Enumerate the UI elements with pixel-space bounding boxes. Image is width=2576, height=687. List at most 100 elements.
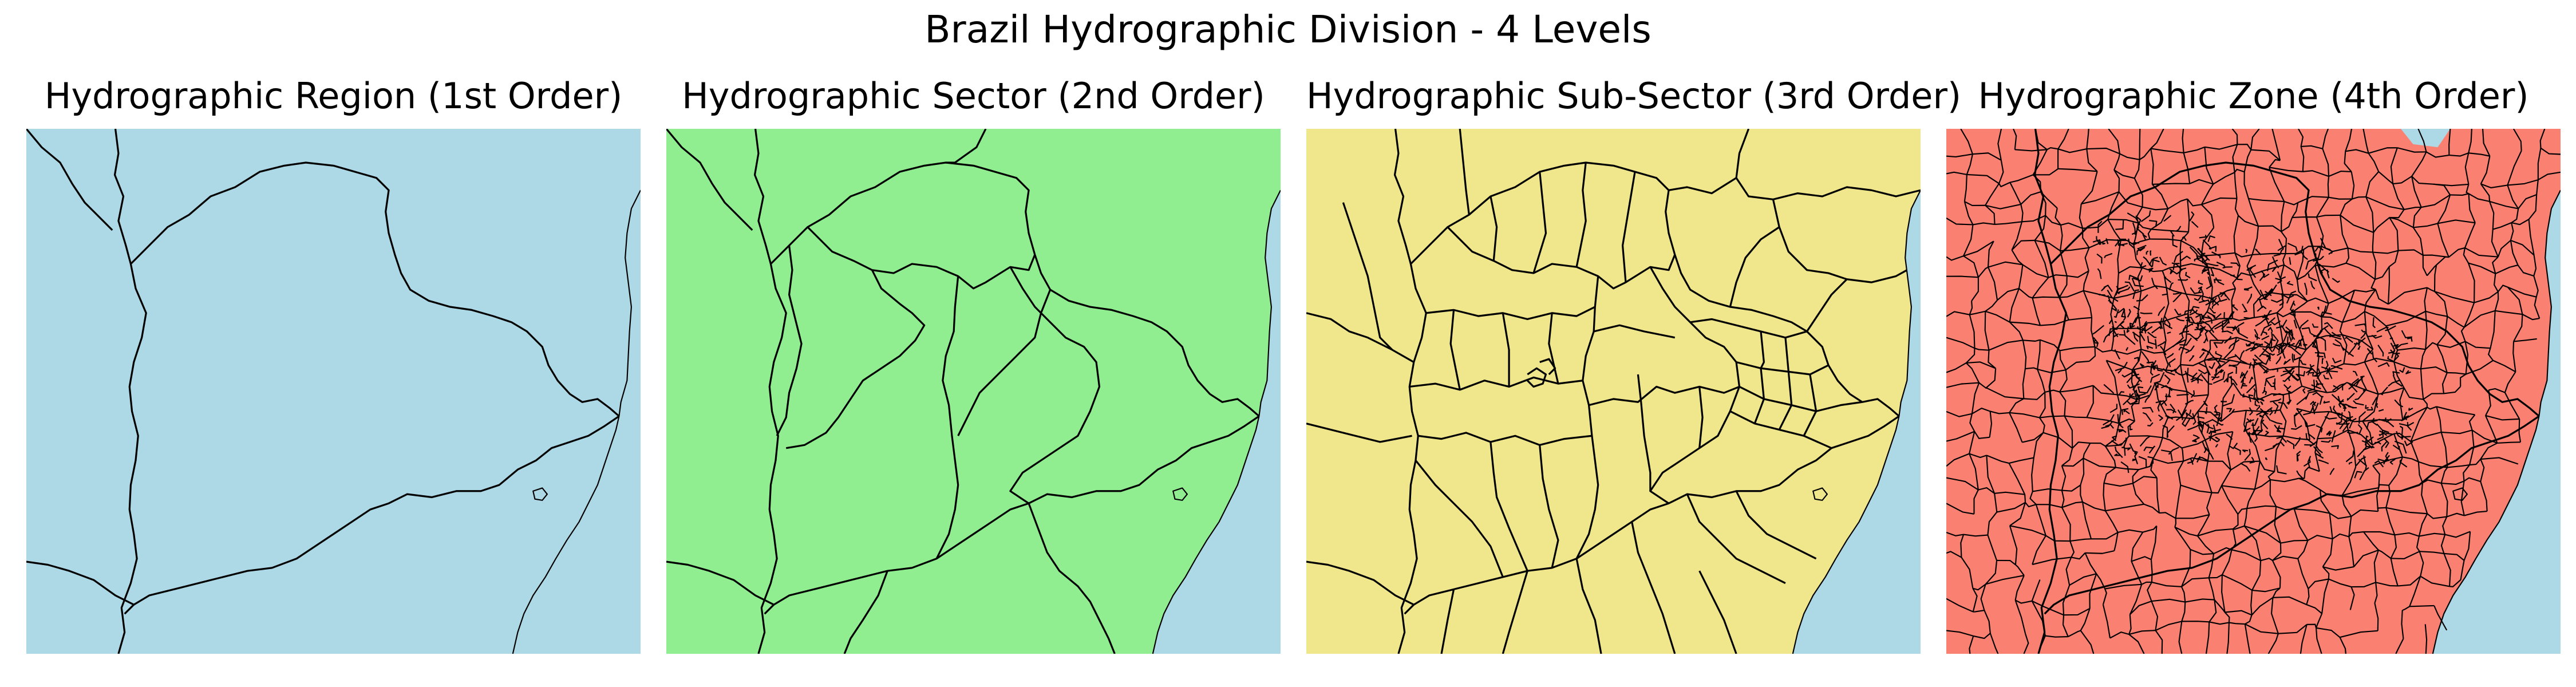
zone-boundary-segment: [2358, 459, 2367, 471]
zone-boundary-segment: [2190, 287, 2202, 294]
zone-boundary-segment: [2410, 406, 2428, 442]
zone-boundary-segment: [2401, 436, 2411, 440]
zone-boundary-segment: [2280, 341, 2291, 353]
zone-boundary-segment: [2285, 248, 2304, 255]
zone-boundary-segment: [2507, 179, 2539, 186]
zone-boundary-segment: [2444, 552, 2465, 561]
zone-boundary-segment: [2036, 504, 2063, 508]
zone-boundary-segment: [2388, 287, 2428, 305]
zone-boundary-segment: [2267, 259, 2278, 271]
zone-boundary-segment: [2055, 208, 2061, 226]
zone-boundary-segment: [2359, 467, 2369, 480]
map-panel-sector[interactable]: [666, 129, 1281, 654]
zone-boundary-segment: [2316, 373, 2328, 393]
zone-boundary-segment: [2274, 436, 2284, 472]
zone-boundary-segment: [2271, 320, 2281, 326]
zone-boundary-segment: [2249, 266, 2257, 278]
zone-boundary-segment: [2402, 606, 2410, 611]
zone-boundary-segment: [2105, 503, 2144, 512]
sector-boundary-center-vertical: [935, 276, 959, 559]
zone-boundary-segment: [2208, 599, 2217, 622]
zone-boundary-segment: [2357, 424, 2362, 435]
zone-boundary-segment: [2182, 129, 2184, 153]
zone-boundary-segment: [2170, 230, 2175, 237]
zone-boundary-segment: [2393, 350, 2399, 362]
zone-boundary-segment: [2510, 240, 2519, 266]
zone-boundary-segment: [2418, 513, 2428, 536]
zone-boundary-segment: [2407, 337, 2413, 342]
map-panel-sub-sector[interactable]: [1306, 129, 1921, 654]
zone-boundary-segment: [2160, 393, 2167, 406]
zone-boundary-segment: [1973, 489, 1979, 514]
zone-boundary-segment: [2208, 430, 2212, 435]
zone-boundary-segment: [2129, 601, 2152, 615]
zone-boundary-segment: [2268, 339, 2273, 353]
zone-boundary-segment: [2288, 310, 2296, 317]
zone-boundary-segment: [2264, 375, 2275, 386]
zone-boundary-segment: [1986, 387, 2024, 400]
zone-boundary-segment: [2163, 215, 2172, 222]
zone-boundary-segment: [2022, 340, 2027, 369]
zone-boundary-segment: [2142, 267, 2163, 273]
zone-boundary-segment: [2174, 309, 2182, 315]
zone-boundary-segment: [2185, 598, 2215, 603]
zone-boundary-segment: [2294, 246, 2304, 256]
zone-boundary-segment: [2463, 247, 2469, 264]
zone-boundary-segment: [2489, 200, 2519, 210]
zone-boundary-segment: [2378, 549, 2392, 559]
zone-boundary-segment: [2180, 410, 2199, 420]
zone-boundary-segment: [2259, 342, 2283, 349]
zone-boundary-segment: [2166, 409, 2177, 413]
zone-boundary-segment: [2129, 435, 2163, 439]
zone-boundary-segment: [2309, 372, 2314, 376]
zone-boundary-segment: [2179, 337, 2192, 346]
zone-boundary-segment: [2201, 267, 2215, 274]
zone-boundary-segment: [2393, 344, 2399, 349]
sector-boundary-south-west: [843, 570, 888, 654]
zone-boundary-segment: [2488, 388, 2506, 393]
zone-boundary-segment: [2485, 390, 2491, 416]
zone-boundary-segment: [2109, 319, 2113, 324]
map-panel-region[interactable]: [26, 129, 641, 654]
zone-boundary-segment: [2247, 198, 2259, 227]
zone-boundary-segment: [2024, 392, 2045, 400]
zone-boundary-segment: [2211, 300, 2221, 309]
zone-boundary-segment: [2163, 352, 2169, 370]
zone-boundary-segment: [2296, 408, 2329, 413]
zone-boundary-segment: [2411, 431, 2441, 443]
zone-boundary-segment: [2307, 535, 2333, 541]
zone-boundary-segment: [2440, 534, 2446, 554]
zone-boundary-segment: [2228, 339, 2240, 349]
zone-boundary-segment: [2495, 310, 2523, 315]
zone-boundary-segment: [2132, 476, 2157, 484]
zone-boundary-segment: [2082, 501, 2106, 512]
zone-boundary-segment: [2314, 246, 2324, 252]
zone-boundary-segment: [2392, 183, 2405, 210]
zone-boundary-segment: [2106, 360, 2133, 371]
zone-boundary-segment: [2185, 345, 2195, 354]
zone-boundary-segment: [2353, 400, 2364, 406]
zone-boundary-segment: [2023, 633, 2029, 654]
zone-boundary-segment: [2119, 391, 2124, 395]
zone-boundary-segment: [2061, 457, 2084, 467]
map-panel-zone[interactable]: [1946, 129, 2561, 654]
zone-boundary-segment: [1987, 535, 1998, 561]
zone-boundary-segment: [2301, 327, 2312, 334]
zone-boundary-segment: [2201, 320, 2215, 333]
zone-boundary-segment: [2045, 635, 2068, 638]
zone-boundary-segment: [2192, 413, 2196, 425]
zone-boundary-segment: [2189, 309, 2198, 316]
zone-boundary-segment: [2276, 465, 2287, 475]
zone-boundary-segment: [2212, 297, 2217, 305]
zone-boundary-segment: [2385, 507, 2396, 535]
zone-boundary-segment: [2420, 369, 2424, 400]
zone-boundary-segment: [2340, 215, 2349, 248]
zone-boundary-segment: [2460, 560, 2465, 581]
zone-boundary-segment: [2437, 341, 2466, 348]
zone-boundary-segment: [1994, 491, 2025, 495]
zone-boundary-segment: [2378, 409, 2384, 412]
zone-boundary-segment: [2203, 340, 2211, 361]
zone-boundary-segment: [2190, 390, 2195, 398]
zone-boundary-segment: [2328, 578, 2352, 588]
zone-boundary-segment: [2385, 310, 2426, 327]
